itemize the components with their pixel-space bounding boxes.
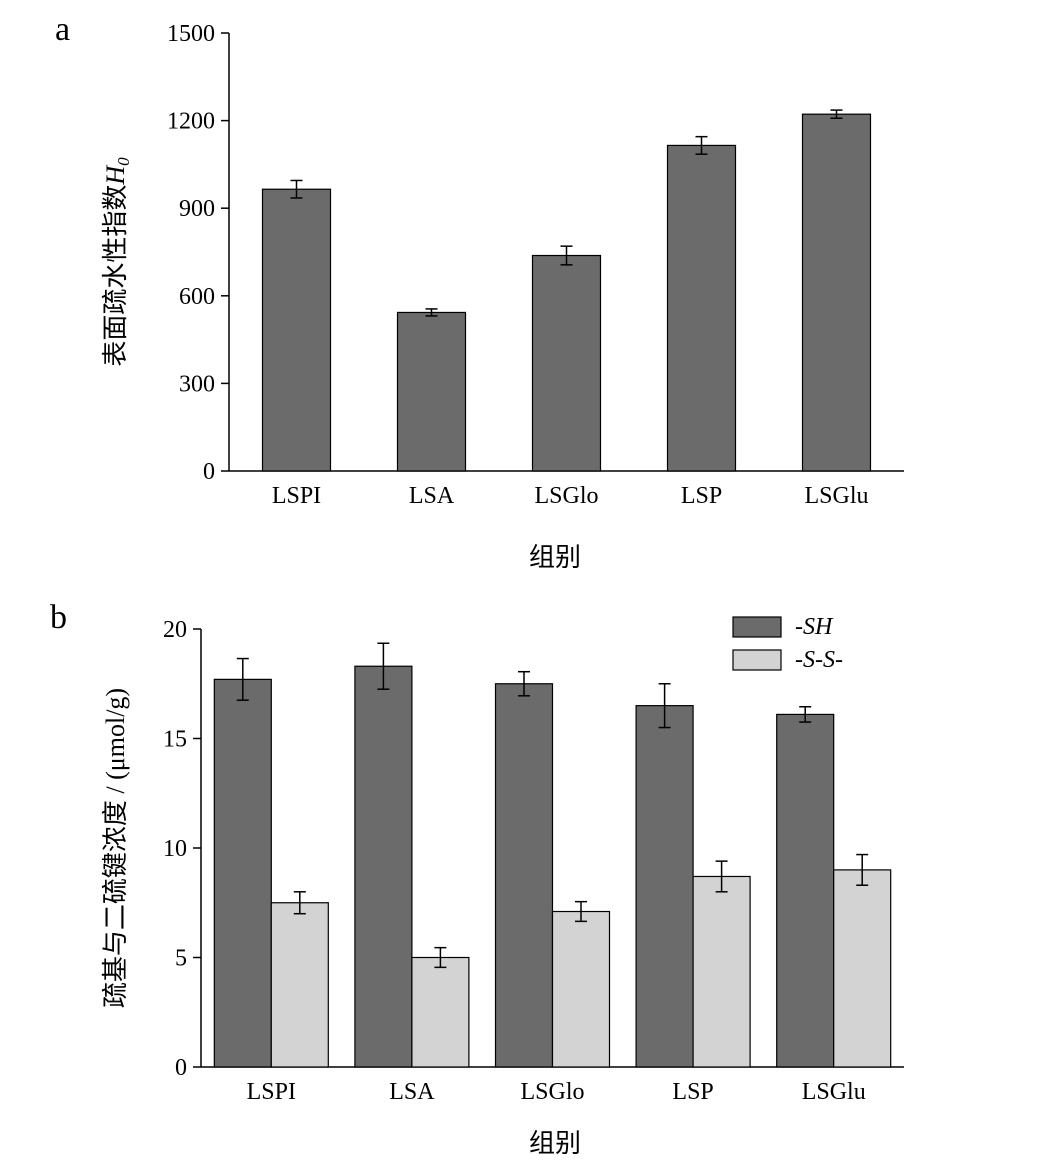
panel-a-y-tick-label: 900	[179, 196, 215, 222]
panel-a-letter: a	[55, 11, 70, 48]
panel-a-y-tick-label: 1500	[167, 21, 215, 47]
panel-b-y-tick-label: 0	[175, 1055, 187, 1081]
panel-b-bar-ss-lsp	[692, 875, 751, 1068]
panel-b-bar-ss-lsglo	[551, 910, 611, 1068]
panel-b-bar-ss-lspi	[270, 902, 329, 1068]
panel-a-x-axis-title: 组别	[529, 543, 581, 572]
panel-b-x-tick-label: LSGlu	[802, 1079, 866, 1105]
panel-a-bar-lsa	[396, 311, 467, 472]
panel-b-x-axis-title: 组别	[529, 1129, 581, 1158]
panel-a-bar-lsglo	[531, 254, 602, 472]
panel-b-y-tick-label: 20	[163, 617, 187, 643]
panel-b-y-tick-label: 10	[163, 836, 187, 862]
panel-b-x-tick-label: LSPI	[247, 1079, 296, 1105]
panel-a-x-tick-label: LSGlo	[534, 483, 598, 509]
panel-a-bar-lsglu	[801, 113, 872, 472]
panel-b-legend-swatch	[732, 649, 782, 671]
panel-b-legend-label: -SH	[795, 614, 834, 640]
panel-a-y-axis-title: 表面疏水性指数H0	[101, 157, 133, 367]
panel-b-y-tick-label: 15	[163, 727, 187, 753]
panel-b-bar-sh-lsglo	[494, 683, 554, 1068]
panel-a-x-tick-label: LSA	[409, 483, 455, 509]
panel-b-x-tick-label: LSGlo	[520, 1079, 584, 1105]
panel-a-y-tick-label: 300	[179, 371, 215, 397]
panel-b-bar-sh-lspi	[213, 678, 272, 1068]
panel-b-letter: b	[50, 599, 67, 636]
panel-a-y-axis-title-symbol: H	[101, 165, 130, 186]
panel-b-legend-label: -S-S-	[795, 647, 843, 673]
panel-a-x-tick-label: LSGlu	[804, 483, 868, 509]
panel-a-y-tick-label: 0	[203, 459, 215, 485]
panel-b-x-tick-label: LSA	[389, 1079, 435, 1105]
panel-b-legend-swatch	[732, 616, 782, 638]
panel-a-y-axis-title-subscript: 0	[114, 157, 133, 166]
panel-b-bar-ss-lsa	[411, 956, 470, 1068]
panel-a-y-tick-label: 1200	[167, 109, 215, 135]
panel-a-x-tick-label: LSPI	[272, 483, 321, 509]
panel-b-x-tick-label: LSP	[672, 1079, 713, 1105]
panel-b-bar-ss-lsglu	[833, 869, 892, 1068]
panel-a-bar-lsp	[666, 144, 737, 472]
panel-b-bar-sh-lsp	[635, 705, 694, 1068]
panel-b-y-axis-title: 疏基与二硫键浓度 / (μmol/g)	[101, 688, 130, 1008]
panel-b-bar-sh-lsglu	[776, 713, 835, 1068]
panel-a-x-tick-label: LSP	[681, 483, 722, 509]
panel-a-y-tick-label: 600	[179, 284, 215, 310]
panel-b-bar-sh-lsa	[354, 665, 413, 1068]
panel-b: b 疏基与二硫键浓度 / (μmol/g) 组别 0 5 10 15 20 LSPI LSA…	[50, 599, 904, 1158]
panel-a-y-axis-title-text: 表面疏水性指数	[101, 185, 130, 367]
panel-b-y-tick-label: 5	[175, 946, 187, 972]
panel-a-bar-lspi	[261, 188, 332, 472]
